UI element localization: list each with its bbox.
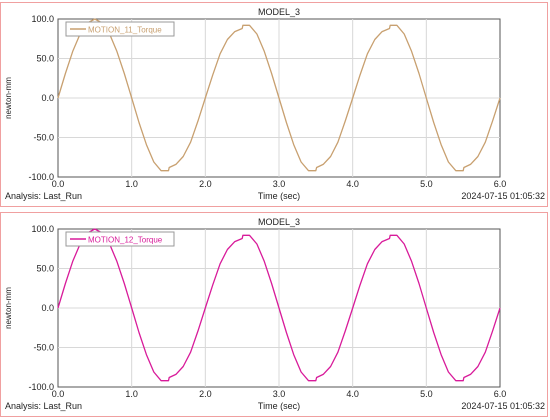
x-tick-label: 4.0 bbox=[346, 179, 359, 189]
chart-title: MODEL_3 bbox=[258, 7, 300, 17]
y-tick-label: -100.0 bbox=[28, 172, 54, 182]
footer-analysis: Analysis: Last_Run bbox=[5, 401, 82, 411]
x-tick-label: 3.0 bbox=[273, 389, 286, 399]
x-tick-label: 6.0 bbox=[494, 389, 507, 399]
torque-plot-bottom: MODEL_3 0.0 1.0 2.0 3.0 4.0 5.0 6.0 100.0 50.0 0.0… bbox=[4, 217, 545, 411]
y-tick-label: -50.0 bbox=[33, 343, 54, 353]
y-tick-label: 0.0 bbox=[41, 93, 54, 103]
y-axis-label: newton-mm bbox=[4, 287, 13, 329]
y-tick-label: 100.0 bbox=[31, 14, 54, 24]
y-tick-label: 0.0 bbox=[41, 303, 54, 313]
footer-timestamp: 2024-07-15 01:05:32 bbox=[461, 401, 545, 411]
y-tick-label: -100.0 bbox=[28, 382, 54, 392]
legend-label: MOTION_12_Torque bbox=[88, 236, 163, 245]
x-axis-label: Time (sec) bbox=[258, 191, 300, 201]
x-tick-label: 2.0 bbox=[199, 179, 212, 189]
footer-analysis: Analysis: Last_Run bbox=[5, 191, 82, 201]
torque-plot-top: MODEL_3 0.0 1.0 2.0 3.0 4.0 5.0 6.0 100.0 50.0 0.0… bbox=[4, 7, 545, 201]
y-tick-label: -50.0 bbox=[33, 133, 54, 143]
chart-panel-bottom: MODEL_3 0.0 1.0 2.0 3.0 4.0 5.0 6.0 100.0 50.0 0.0… bbox=[0, 212, 548, 417]
legend-box bbox=[65, 21, 175, 37]
x-tick-label: 0.0 bbox=[52, 389, 65, 399]
series-line bbox=[57, 18, 501, 172]
x-tick-label: 2.0 bbox=[199, 389, 212, 399]
x-tick-label: 5.0 bbox=[420, 389, 433, 399]
footer-timestamp: 2024-07-15 01:05:32 bbox=[461, 191, 545, 201]
y-axis-label: newton-mm bbox=[4, 77, 13, 119]
y-tick-label: 50.0 bbox=[36, 264, 54, 274]
chart-panel-top: MODEL_3 0.0 1.0 2.0 3.0 4.0 5.0 6.0 100.0 50.0 0.0… bbox=[0, 2, 548, 207]
legend-box bbox=[65, 231, 175, 247]
x-axis-label: Time (sec) bbox=[258, 401, 300, 411]
x-tick-label: 0.0 bbox=[52, 179, 65, 189]
y-tick-label: 100.0 bbox=[31, 224, 54, 234]
x-tick-label: 6.0 bbox=[494, 179, 507, 189]
x-tick-label: 1.0 bbox=[125, 179, 138, 189]
x-tick-label: 3.0 bbox=[273, 179, 286, 189]
x-tick-label: 5.0 bbox=[420, 179, 433, 189]
chart-title: MODEL_3 bbox=[258, 217, 300, 227]
legend-label: MOTION_11_Torque bbox=[88, 26, 162, 35]
x-tick-label: 1.0 bbox=[125, 389, 138, 399]
series-line bbox=[57, 228, 501, 382]
y-tick-label: 50.0 bbox=[36, 54, 54, 64]
x-tick-label: 4.0 bbox=[346, 389, 359, 399]
